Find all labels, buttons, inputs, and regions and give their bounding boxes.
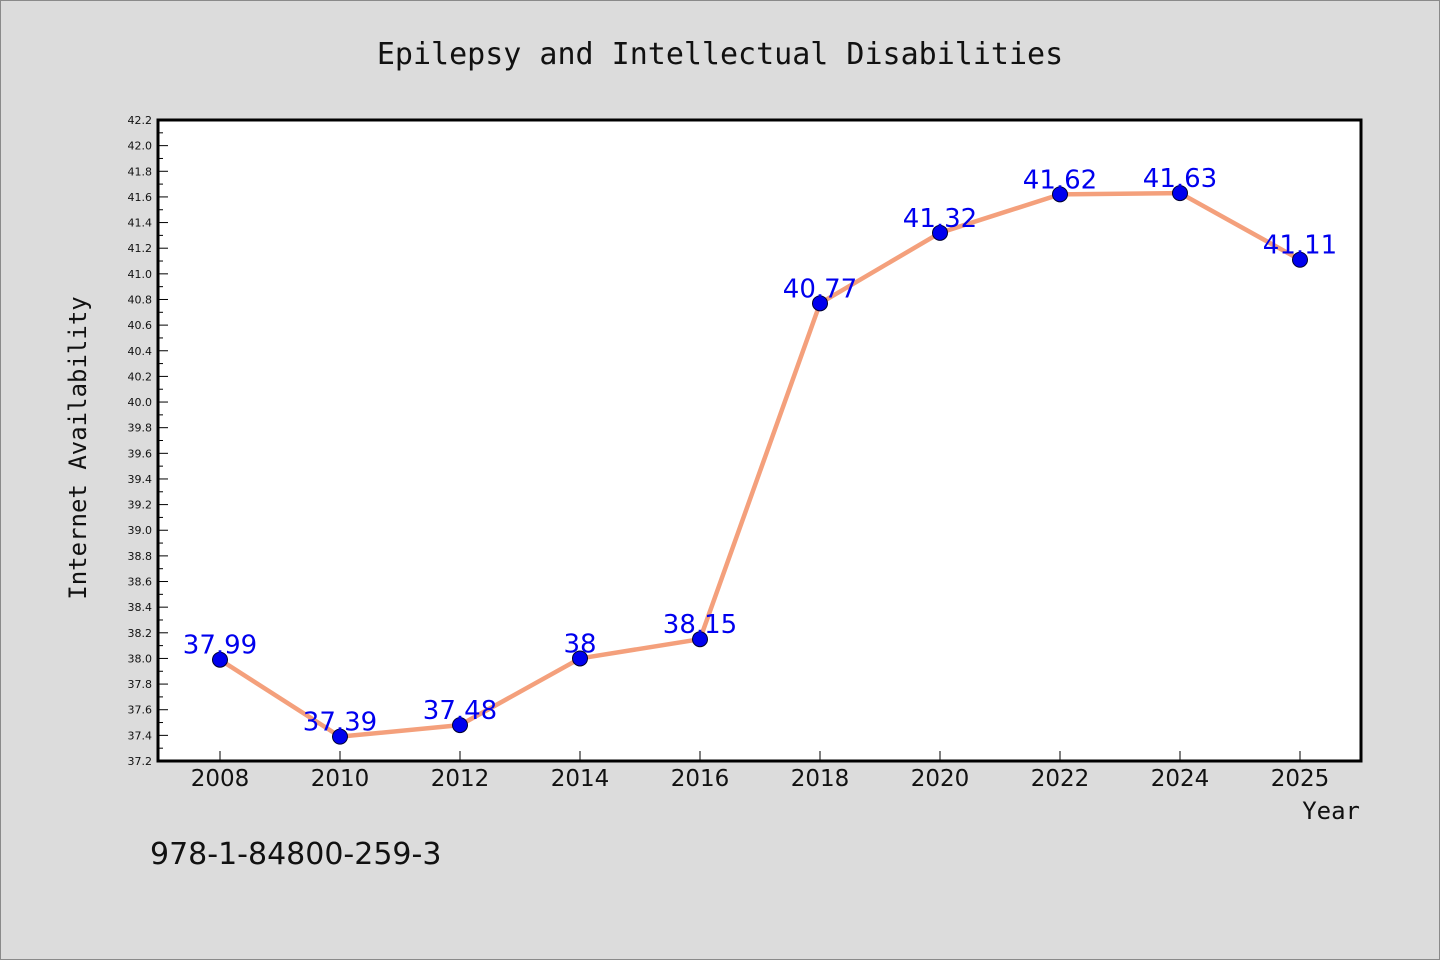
data-point xyxy=(932,224,948,241)
data-point xyxy=(692,631,708,648)
y-tick-label: 37.8 xyxy=(128,678,153,691)
y-axis-label: Internet Availability xyxy=(64,296,92,599)
data-point xyxy=(452,717,468,734)
x-axis: 2008 2010 2012 2014 2016 2018 2020 2022 2024 2025 xyxy=(191,751,1330,792)
data-point xyxy=(1052,186,1068,203)
y-tick-label: 37.4 xyxy=(128,729,153,742)
x-tick-label: 2022 xyxy=(1031,766,1090,792)
y-tick-label: 37.6 xyxy=(128,704,153,717)
chart-title: Epilepsy and Intellectual Disabilities xyxy=(377,37,1063,72)
x-tick-label: 2020 xyxy=(911,766,970,792)
y-tick-label: 38.4 xyxy=(128,601,153,614)
x-tick-label: 2018 xyxy=(791,766,850,792)
x-axis-label: Year xyxy=(1302,797,1360,825)
y-tick-label: 41.8 xyxy=(128,165,153,178)
y-tick-label: 38.8 xyxy=(128,550,153,563)
y-tick-label: 40.8 xyxy=(128,293,153,306)
data-label: 37.99 xyxy=(183,631,257,661)
y-tick-label: 41.6 xyxy=(128,191,153,204)
y-axis: 37.2 37.4 37.6 37.8 38.0 38.2 38.4 38.6 38.8 39.0… xyxy=(128,114,168,768)
series-markers xyxy=(212,185,1308,745)
data-point xyxy=(812,295,828,312)
x-tick-label: 2024 xyxy=(1151,766,1210,792)
y-tick-label: 42.0 xyxy=(128,140,153,153)
y-tick-label: 38.0 xyxy=(128,652,153,665)
data-label: 41.62 xyxy=(1023,165,1097,195)
x-tick-label: 2016 xyxy=(671,766,730,792)
y-tick-label: 41.0 xyxy=(128,268,153,281)
y-tick-label: 41.4 xyxy=(128,217,153,230)
y-tick-label: 40.4 xyxy=(128,345,153,358)
data-label: 37.48 xyxy=(423,696,497,726)
x-tick-label: 2025 xyxy=(1271,766,1330,792)
y-tick-label: 37.2 xyxy=(128,755,153,768)
data-labels: 37.99 37.39 37.48 38 38.15 40.77 41.32 41.62 41.… xyxy=(183,164,1337,738)
y-tick-label: 39.8 xyxy=(128,422,153,435)
data-point xyxy=(1172,185,1188,202)
y-tick-label: 39.2 xyxy=(128,499,153,512)
data-label: 41.11 xyxy=(1263,231,1337,261)
y-tick-label: 40.6 xyxy=(128,319,153,332)
data-label: 40.77 xyxy=(783,274,857,304)
y-tick-label: 42.2 xyxy=(128,114,153,127)
data-point xyxy=(212,651,228,668)
data-label: 41.32 xyxy=(903,204,977,234)
y-tick-label: 40.2 xyxy=(128,370,153,383)
data-point xyxy=(572,650,588,667)
y-tick-label: 39.4 xyxy=(128,473,153,486)
isbn-text: 978-1-84800-259-3 xyxy=(150,837,441,872)
y-tick-label: 41.2 xyxy=(128,242,153,255)
plot-area xyxy=(156,118,1363,763)
x-tick-label: 2008 xyxy=(191,766,250,792)
data-label: 38.15 xyxy=(663,610,737,640)
y-tick-label: 39.6 xyxy=(128,447,153,460)
data-label: 37.39 xyxy=(303,708,377,738)
y-tick-label: 38.6 xyxy=(128,576,153,589)
y-tick-label: 39.0 xyxy=(128,524,153,537)
x-tick-label: 2014 xyxy=(551,766,610,792)
y-tick-label: 38.2 xyxy=(128,627,153,640)
data-label: 38 xyxy=(563,629,596,659)
x-tick-label: 2012 xyxy=(431,766,490,792)
series-line xyxy=(217,190,1303,739)
data-point xyxy=(332,728,348,745)
data-point xyxy=(1292,251,1308,268)
data-label: 41.63 xyxy=(1143,164,1217,194)
y-tick-label: 40.0 xyxy=(128,396,153,409)
series-polyline xyxy=(217,190,1303,739)
x-tick-label: 2010 xyxy=(311,766,370,792)
